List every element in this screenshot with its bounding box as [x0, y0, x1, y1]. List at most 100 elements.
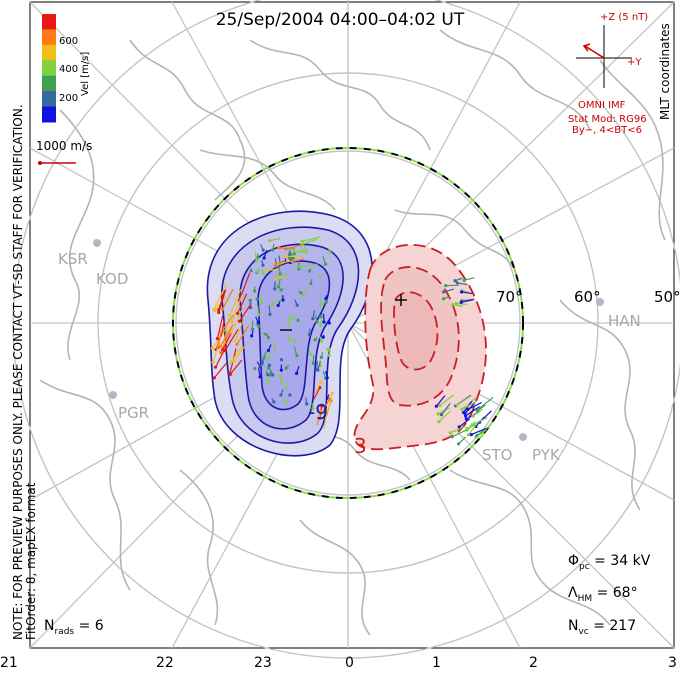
velocity-vector: [237, 293, 248, 314]
colorbar-tick-400: 400: [59, 64, 79, 75]
velocity-vector-origin: [287, 253, 292, 257]
velocity-vector-origin: [323, 262, 328, 266]
velocity-vector-origin: [327, 321, 331, 325]
velocity-vector-origin: [213, 365, 218, 369]
velocity-vector-origin: [266, 348, 270, 353]
velocity-vector: [276, 260, 291, 266]
velocity-vector-origin: [255, 259, 259, 263]
velocity-vector: [301, 238, 318, 246]
velocity-vector-origin: [444, 284, 448, 288]
velocity-vector: [238, 272, 251, 301]
velocity-vector-origin: [464, 417, 468, 421]
velocity-vector-origin: [436, 412, 440, 416]
velocity-vector-origin: [248, 298, 252, 303]
dusk-convection-cell: [206, 210, 373, 457]
velocity-vector: [229, 359, 243, 375]
station-ksr: KSR: [58, 250, 88, 268]
velocity-vector-origin: [471, 414, 475, 418]
velocity-vector-origin: [211, 360, 215, 364]
velocity-vector-origin: [319, 339, 324, 343]
velocity-vector-origin: [273, 346, 277, 351]
velocity-vector-origin: [439, 413, 444, 417]
velocity-vector-origin: [250, 327, 254, 332]
velocity-vector-origin: [309, 352, 313, 357]
velocity-vector-origin: [324, 300, 329, 304]
velocity-vector: [266, 268, 279, 272]
velocity-vector: [236, 325, 250, 345]
velocity-vector: [461, 401, 477, 410]
velocity-vector-origin: [455, 281, 459, 285]
velocity-vector-origin: [235, 342, 239, 346]
velocity-vector-origin: [460, 290, 464, 294]
velocity-vector: [213, 362, 228, 379]
velocity-vector: [477, 396, 494, 410]
velocity-vector: [314, 381, 322, 394]
velocity-vector-origin: [266, 373, 270, 377]
velocity-vector: [456, 302, 468, 306]
velocity-vector: [476, 426, 489, 437]
velocity-vector-origin: [460, 407, 464, 411]
velocity-vector-origin: [267, 335, 271, 340]
imf-source: OMNI IMF: [578, 100, 626, 111]
velocity-vector-origin: [457, 425, 461, 429]
velocity-vector: [458, 418, 471, 428]
velocity-vector: [464, 277, 475, 281]
stat-n-rads: Nrads = 6: [44, 618, 104, 637]
velocity-vector: [302, 236, 321, 242]
velocity-vector: [435, 395, 446, 407]
velocity-vector-origin: [292, 252, 296, 256]
velocity-vector: [461, 291, 473, 295]
velocity-vector-origin: [232, 359, 236, 363]
velocity-vector-origin: [273, 263, 277, 267]
velocity-vector-origin: [298, 265, 302, 269]
velocity-color-bar: [42, 14, 56, 123]
velocity-vector-origin: [255, 297, 259, 301]
station-han: HAN: [608, 312, 641, 330]
velocity-vector: [439, 394, 454, 407]
velocity-vector: [443, 288, 455, 293]
velocity-vector-origin: [453, 279, 457, 283]
contour-label-positive: 3: [354, 434, 367, 458]
velocity-vector: [457, 282, 468, 286]
velocity-vector-origin: [290, 315, 294, 320]
colorbar-segment: [42, 44, 56, 61]
velocity-vector-origin: [319, 355, 323, 360]
mlt-tick-23: 23: [254, 655, 272, 671]
velocity-vector-origin: [438, 404, 442, 408]
imf-z-label: +Z (5 nT): [600, 12, 649, 23]
velocity-vector-origin: [267, 366, 271, 370]
heppner-maynard-boundary: [172, 147, 524, 499]
velocity-vector-origin: [230, 320, 234, 324]
velocity-vector-origin: [284, 366, 288, 370]
velocity-vector-origin: [266, 381, 270, 385]
velocity-vector-origin: [217, 310, 221, 315]
station-kod: KOD: [96, 270, 129, 288]
mlt-tick-2: 2: [529, 655, 538, 671]
velocity-vector-origin: [292, 249, 296, 253]
velocity-vector: [293, 250, 308, 254]
velocity-vector: [471, 427, 488, 436]
velocity-vector-origin: [295, 354, 299, 358]
velocity-vector-origin: [327, 397, 332, 401]
velocity-vector: [461, 299, 474, 303]
velocity-vector-origin: [463, 411, 467, 415]
velocity-vector-origin: [260, 301, 264, 305]
coastlines: [39, 29, 666, 636]
velocity-vector-origin: [307, 269, 312, 273]
velocity-vector-origin: [292, 339, 297, 343]
velocity-vector: [229, 289, 242, 316]
velocity-vector-origin: [276, 299, 280, 303]
velocity-vector-origin: [276, 303, 280, 308]
velocity-vector-origin: [313, 338, 317, 342]
velocity-vector-origin: [322, 320, 326, 324]
velocity-vector-origin: [271, 373, 275, 377]
velocity-vector: [323, 398, 331, 411]
velocity-vector-origin: [311, 361, 315, 365]
velocity-vector-origin: [469, 432, 474, 437]
velocity-vector: [467, 424, 477, 436]
stat-lambda-hm: ΛHM = 68°: [568, 585, 638, 604]
velocity-vector-origin: [318, 275, 322, 279]
velocity-vector-origin: [282, 254, 287, 258]
velocity-vector-origin: [475, 433, 479, 438]
velocity-vector: [313, 387, 321, 400]
